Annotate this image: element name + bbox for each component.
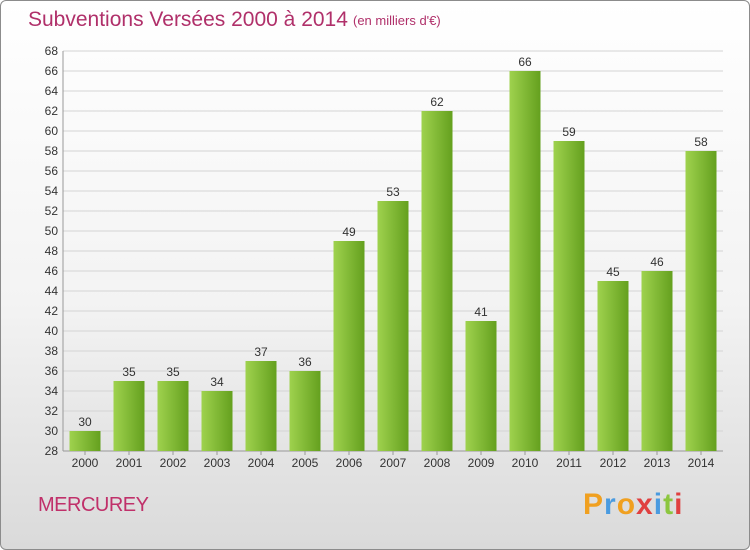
x-tick-label: 2000 [72, 456, 99, 470]
data-label: 62 [430, 95, 444, 109]
logo-letter: i [653, 488, 664, 521]
bar [113, 381, 145, 451]
y-tick-labels: 28 30 32 34 36 38 40 42 44 46 48 50 52 54 56 58 60 62 64 66… [45, 44, 59, 458]
bar [69, 431, 101, 451]
bar [289, 371, 321, 451]
bars [69, 71, 717, 451]
bar [597, 281, 629, 451]
proxiti-logo: Proxiti [583, 488, 683, 522]
data-label: 34 [210, 375, 224, 389]
y-tick-label: 34 [45, 384, 59, 398]
y-tick-label: 46 [45, 264, 59, 278]
x-tick-label: 2005 [292, 456, 319, 470]
x-tick-label: 2006 [336, 456, 363, 470]
y-tick-label: 50 [45, 224, 59, 238]
commune-name: MERCUREY [38, 494, 149, 516]
bar [377, 201, 409, 451]
y-tick-label: 30 [45, 424, 59, 438]
data-label: 35 [166, 365, 180, 379]
x-tick-label: 2007 [380, 456, 407, 470]
y-tick-label: 60 [45, 124, 59, 138]
y-tick-label: 42 [45, 304, 59, 318]
y-tick-label: 58 [45, 144, 59, 158]
bar [421, 111, 453, 451]
x-tick-label: 2013 [644, 456, 671, 470]
bar [157, 381, 189, 451]
x-tick-label: 2012 [600, 456, 627, 470]
x-tick-labels: 2000 2001 2002 2003 2004 2005 2006 2007 2008 2009… [72, 451, 715, 470]
logo-letter: o [616, 488, 637, 521]
chart-title: Subventions Versées 2000 à 2014 [28, 8, 348, 31]
y-tick-label: 36 [45, 364, 59, 378]
x-tick-label: 2010 [512, 456, 539, 470]
data-label: 41 [474, 305, 488, 319]
bar [641, 271, 673, 451]
data-label: 30 [78, 415, 92, 429]
bar [465, 321, 497, 451]
data-label: 58 [694, 135, 708, 149]
data-labels: 30 35 35 34 37 36 49 53 62 41 66 59 45 46 58 [78, 55, 708, 429]
data-label: 46 [650, 255, 664, 269]
bar [333, 241, 365, 451]
bar [509, 71, 541, 451]
data-label: 45 [606, 265, 620, 279]
data-label: 66 [518, 55, 532, 69]
chart-unit-note: (en milliers d'€) [353, 13, 441, 28]
data-label: 35 [122, 365, 136, 379]
bar [553, 141, 585, 451]
logo-letter: x [636, 488, 654, 521]
bar [245, 361, 277, 451]
x-tick-label: 2011 [556, 456, 582, 470]
logo-letter: t [663, 488, 675, 521]
data-label: 49 [342, 225, 356, 239]
y-tick-label: 54 [45, 184, 59, 198]
logo-letter: i [674, 488, 684, 521]
bar [201, 391, 233, 451]
logo-letter: P [583, 488, 605, 521]
y-tick-label: 40 [45, 324, 59, 338]
x-tick-label: 2014 [688, 456, 715, 470]
data-label: 36 [298, 355, 312, 369]
logo-letter: r [604, 488, 617, 521]
y-tick-label: 32 [45, 404, 59, 418]
x-tick-label: 2008 [424, 456, 451, 470]
y-tick-label: 28 [45, 444, 59, 458]
y-tick-label: 44 [45, 284, 59, 298]
data-label: 37 [254, 345, 268, 359]
y-tick-label: 56 [45, 164, 59, 178]
x-tick-label: 2003 [204, 456, 231, 470]
data-label: 53 [386, 185, 400, 199]
y-tick-label: 64 [45, 84, 59, 98]
y-tick-label: 66 [45, 64, 59, 78]
y-tick-label: 38 [45, 344, 59, 358]
x-tick-label: 2009 [468, 456, 495, 470]
y-tick-label: 48 [45, 244, 59, 258]
data-label: 59 [562, 125, 576, 139]
bar [685, 151, 717, 451]
y-tick-label: 68 [45, 44, 59, 58]
x-tick-label: 2001 [116, 456, 143, 470]
y-tick-label: 52 [45, 204, 59, 218]
y-tick-label: 62 [45, 104, 59, 118]
x-tick-label: 2002 [160, 456, 187, 470]
x-tick-label: 2004 [248, 456, 275, 470]
